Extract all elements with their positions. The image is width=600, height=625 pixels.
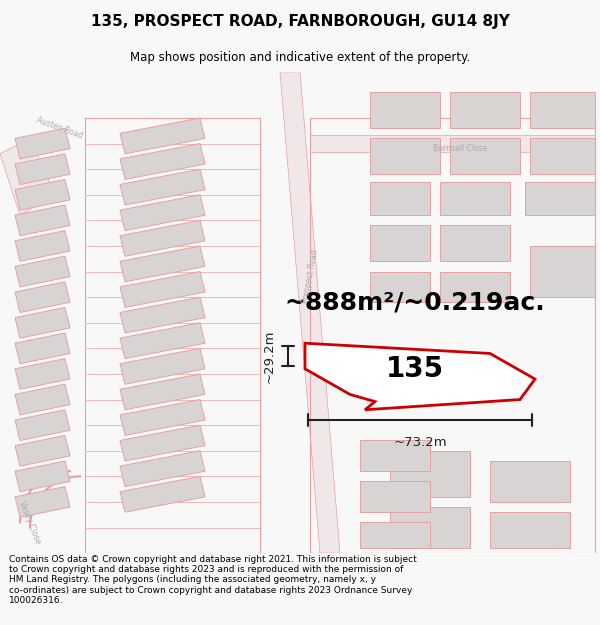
Polygon shape (15, 205, 70, 236)
Polygon shape (525, 182, 595, 215)
Polygon shape (490, 512, 570, 548)
Polygon shape (390, 451, 470, 497)
Polygon shape (440, 182, 510, 215)
Polygon shape (15, 487, 70, 518)
Polygon shape (0, 138, 55, 215)
Polygon shape (120, 399, 205, 436)
Polygon shape (360, 522, 430, 548)
Text: Contains OS data © Crown copyright and database right 2021. This information is : Contains OS data © Crown copyright and d… (9, 554, 417, 605)
Polygon shape (360, 441, 430, 471)
Polygon shape (15, 359, 70, 389)
Polygon shape (530, 138, 595, 174)
Polygon shape (120, 425, 205, 461)
Polygon shape (120, 118, 205, 154)
Polygon shape (120, 451, 205, 487)
Polygon shape (15, 128, 70, 159)
Polygon shape (370, 138, 440, 174)
Polygon shape (120, 271, 205, 308)
Text: Vesey Close: Vesey Close (17, 499, 43, 545)
Polygon shape (440, 226, 510, 261)
Polygon shape (120, 221, 205, 256)
Polygon shape (120, 476, 205, 512)
Polygon shape (360, 481, 430, 512)
Text: ~888m²/~0.219ac.: ~888m²/~0.219ac. (284, 290, 545, 314)
Polygon shape (15, 461, 70, 492)
Polygon shape (120, 348, 205, 384)
Polygon shape (15, 154, 70, 184)
Polygon shape (120, 246, 205, 282)
Polygon shape (530, 246, 595, 297)
Polygon shape (15, 333, 70, 364)
Text: ~29.2m: ~29.2m (263, 329, 276, 382)
Polygon shape (120, 322, 205, 359)
Polygon shape (120, 144, 205, 179)
Polygon shape (15, 308, 70, 338)
Text: 135: 135 (386, 355, 444, 383)
Polygon shape (370, 182, 430, 215)
Polygon shape (370, 226, 430, 261)
Polygon shape (450, 138, 520, 174)
Polygon shape (310, 136, 595, 152)
Polygon shape (370, 271, 430, 302)
Polygon shape (280, 72, 340, 553)
Polygon shape (450, 92, 520, 128)
Text: Burnsall Close: Burnsall Close (433, 144, 487, 153)
Polygon shape (15, 282, 70, 312)
Polygon shape (120, 297, 205, 333)
Text: 135, PROSPECT ROAD, FARNBOROUGH, GU14 8JY: 135, PROSPECT ROAD, FARNBOROUGH, GU14 8J… (91, 14, 509, 29)
Polygon shape (15, 410, 70, 441)
Polygon shape (15, 179, 70, 210)
Polygon shape (305, 343, 535, 410)
Polygon shape (120, 169, 205, 205)
Text: Map shows position and indicative extent of the property.: Map shows position and indicative extent… (130, 51, 470, 64)
Polygon shape (15, 436, 70, 466)
Text: ~73.2m: ~73.2m (393, 436, 447, 449)
Polygon shape (15, 231, 70, 261)
Text: Austen Road: Austen Road (36, 116, 84, 141)
Polygon shape (370, 92, 440, 128)
Polygon shape (440, 271, 510, 302)
Polygon shape (530, 92, 595, 128)
Text: Prospect Road: Prospect Road (301, 249, 319, 304)
Polygon shape (120, 374, 205, 410)
Polygon shape (120, 195, 205, 231)
Polygon shape (490, 461, 570, 502)
Polygon shape (15, 384, 70, 415)
Polygon shape (15, 256, 70, 287)
Polygon shape (390, 507, 470, 548)
